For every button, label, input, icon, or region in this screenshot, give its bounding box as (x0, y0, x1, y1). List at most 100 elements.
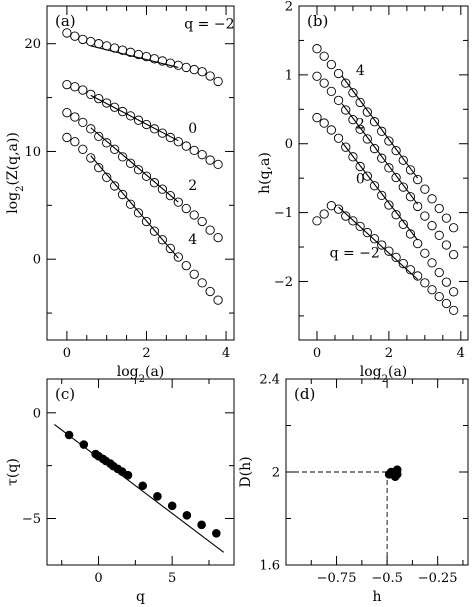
data-point (434, 291, 444, 302)
plot-frame (46, 5, 235, 341)
data-point (182, 511, 192, 520)
x-axis-label-rest: (a) (145, 364, 164, 380)
data-point (319, 118, 329, 128)
x-tick-label: 4 (457, 346, 465, 361)
y-tick-label: −2 (274, 275, 293, 290)
data-point (181, 62, 191, 73)
data-point (377, 240, 387, 250)
panel-d: −0.75 −0.5 −0.25 1.6 2 2.4 (d) h D(h) (238, 373, 469, 605)
data-point (157, 128, 168, 138)
data-point (384, 163, 394, 173)
data-point (153, 492, 162, 501)
y-tick-label: 20 (24, 37, 41, 52)
data-point (427, 221, 437, 231)
data-point (434, 230, 444, 240)
data-point (341, 78, 351, 88)
data-point (355, 97, 365, 108)
series-annotation: 4 (356, 63, 365, 79)
data-point (205, 71, 215, 81)
panel-b: 0 2 4 −2 −1 0 1 2 (b) log2(a) h(q,a) 4 2 0 q = −2 (257, 0, 469, 385)
data-point (70, 31, 80, 41)
data-point (398, 155, 408, 165)
data-point (448, 287, 459, 297)
data-point (102, 98, 112, 108)
data-point (398, 182, 408, 192)
data-point (141, 216, 152, 227)
x-axis-label: log2(a) (360, 364, 408, 385)
x-axis-label-main: log (360, 364, 382, 380)
data-point (319, 209, 329, 219)
y-axis-label: log2(Z(q,a)) (5, 132, 26, 214)
y-tick-label: 2.4 (259, 373, 280, 388)
series-annotation: 2 (188, 178, 197, 194)
data-point (420, 184, 430, 194)
y-axis-label-rest: (Z(q,a)) (5, 132, 21, 185)
data-point (64, 430, 74, 440)
data-point (181, 261, 191, 271)
data-point (427, 194, 437, 204)
data-point (62, 132, 72, 143)
data-point (141, 119, 152, 130)
data-point (369, 181, 380, 191)
data-point (123, 470, 133, 480)
series-annotation: q = −2 (184, 17, 234, 33)
series-0 (312, 44, 459, 233)
data-point (333, 133, 344, 143)
data-point (427, 258, 437, 268)
data-point (109, 144, 120, 154)
data-point (420, 278, 430, 288)
data-point (157, 184, 168, 194)
data-point (173, 60, 183, 70)
data-point (197, 216, 207, 227)
y-tick-label: 0 (33, 406, 41, 421)
x-tick-label: 4 (222, 346, 230, 361)
data-point (205, 155, 215, 165)
x-axis-label-rest: (a) (388, 364, 407, 380)
data-point (362, 134, 372, 144)
data-point (197, 67, 207, 77)
data-point (109, 181, 120, 191)
data-point (197, 150, 207, 160)
data-point (197, 520, 206, 530)
series-0 (62, 28, 223, 87)
x-axis-label-main: log (117, 364, 139, 380)
y-tick-label: 10 (24, 145, 41, 160)
data-point (205, 286, 215, 297)
plot-frame (46, 378, 235, 566)
y-tick-label: 0 (285, 137, 293, 152)
y-axis-label: τ(q) (5, 458, 21, 486)
data-point (326, 125, 337, 135)
data-point (133, 165, 144, 175)
data-point (117, 189, 128, 200)
data-point (181, 203, 191, 214)
data-point (189, 145, 199, 156)
data-point (125, 158, 136, 168)
data-point (377, 126, 387, 136)
data-point (165, 132, 175, 143)
x-tick-label: 2 (385, 346, 393, 361)
fit-line (90, 127, 179, 203)
data-point (165, 243, 175, 254)
data-point (405, 229, 416, 239)
data-point (420, 211, 430, 221)
data-point (133, 208, 144, 218)
y-axis-label: h(q,a) (257, 152, 273, 194)
series-annotation: 2 (356, 117, 365, 133)
data-point (173, 137, 183, 147)
data-point (125, 199, 136, 209)
data-point (448, 223, 459, 233)
data-point (86, 89, 96, 99)
data-point (102, 172, 112, 182)
data-point (213, 76, 223, 87)
y-axis-label: D(h) (238, 456, 254, 487)
data-point (355, 124, 365, 134)
data-point (312, 216, 322, 226)
data-point (420, 248, 430, 258)
data-point (312, 44, 322, 54)
series-annotation: q = −2 (330, 245, 380, 261)
data-point (213, 232, 223, 243)
data-point (341, 142, 351, 152)
data-point (405, 192, 416, 202)
